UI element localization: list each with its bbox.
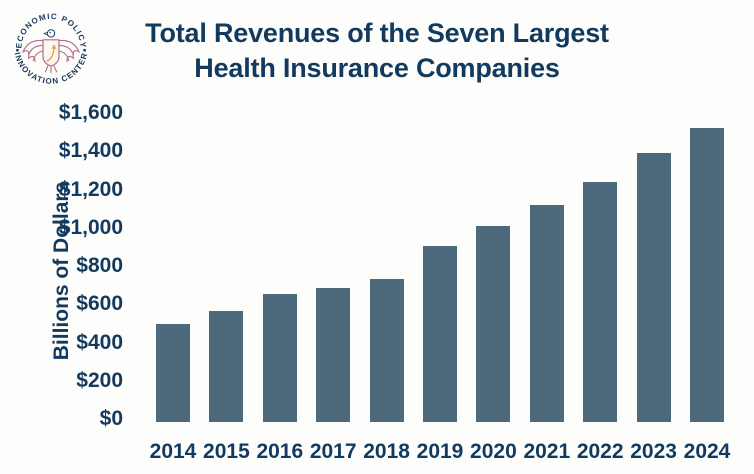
y-tick-label-600: $600 (76, 292, 123, 316)
x-tick-label-2022: 2022 (576, 440, 624, 463)
x-tick-label-2016: 2016 (256, 440, 304, 463)
bar-2017 (316, 287, 351, 422)
y-tick-label-400: $400 (76, 330, 123, 354)
logo-separator-dot-right (83, 48, 86, 52)
chart-title-line-2: Health Insurance Companies (194, 53, 560, 83)
bar-2021 (529, 205, 564, 422)
x-tick-label-2018: 2018 (363, 440, 410, 463)
y-tick-label-1600: $1,600 (58, 101, 123, 124)
bar-2016 (262, 294, 297, 422)
bar-2015 (209, 310, 244, 422)
x-tick-label-2014: 2014 (149, 440, 197, 463)
chart-title-line-1: Total Revenues of the Seven Largest (145, 18, 609, 48)
chart-title: Total Revenues of the Seven Largest Heal… (0, 16, 754, 86)
x-tick-label-2023: 2023 (630, 440, 677, 463)
eagle-head (43, 29, 56, 38)
y-tick-label-800: $800 (76, 254, 123, 277)
y-tick-label-1400: $1,400 (58, 139, 123, 163)
y-tick-label-1200: $1,200 (58, 177, 123, 201)
bar-2019 (423, 246, 457, 422)
bar-2018 (369, 279, 404, 422)
y-tick-label-200: $200 (76, 368, 123, 392)
bar-2022 (583, 182, 618, 422)
bar-2014 (156, 324, 190, 422)
bar-2024 (690, 128, 724, 422)
x-tick-label-2024: 2024 (683, 440, 731, 463)
logo-separator-dot-left (16, 48, 19, 52)
x-tick-label-2020: 2020 (470, 440, 517, 463)
bar-2020 (476, 226, 511, 422)
x-tick-label-2017: 2017 (309, 440, 357, 463)
y-tick-label-1000: $1,000 (58, 215, 123, 239)
y-tick-label-0: $0 (99, 407, 123, 430)
x-tick-label-2015: 2015 (203, 440, 250, 463)
x-tick-label-2021: 2021 (523, 440, 571, 463)
x-tick-label-2019: 2019 (416, 440, 464, 463)
eagle-icon (21, 29, 81, 74)
arrow-up-icon (46, 44, 57, 63)
bar-2023 (636, 153, 671, 422)
epic-logo: ECONOMIC POLICY INNOVATION CENTER (13, 12, 89, 86)
